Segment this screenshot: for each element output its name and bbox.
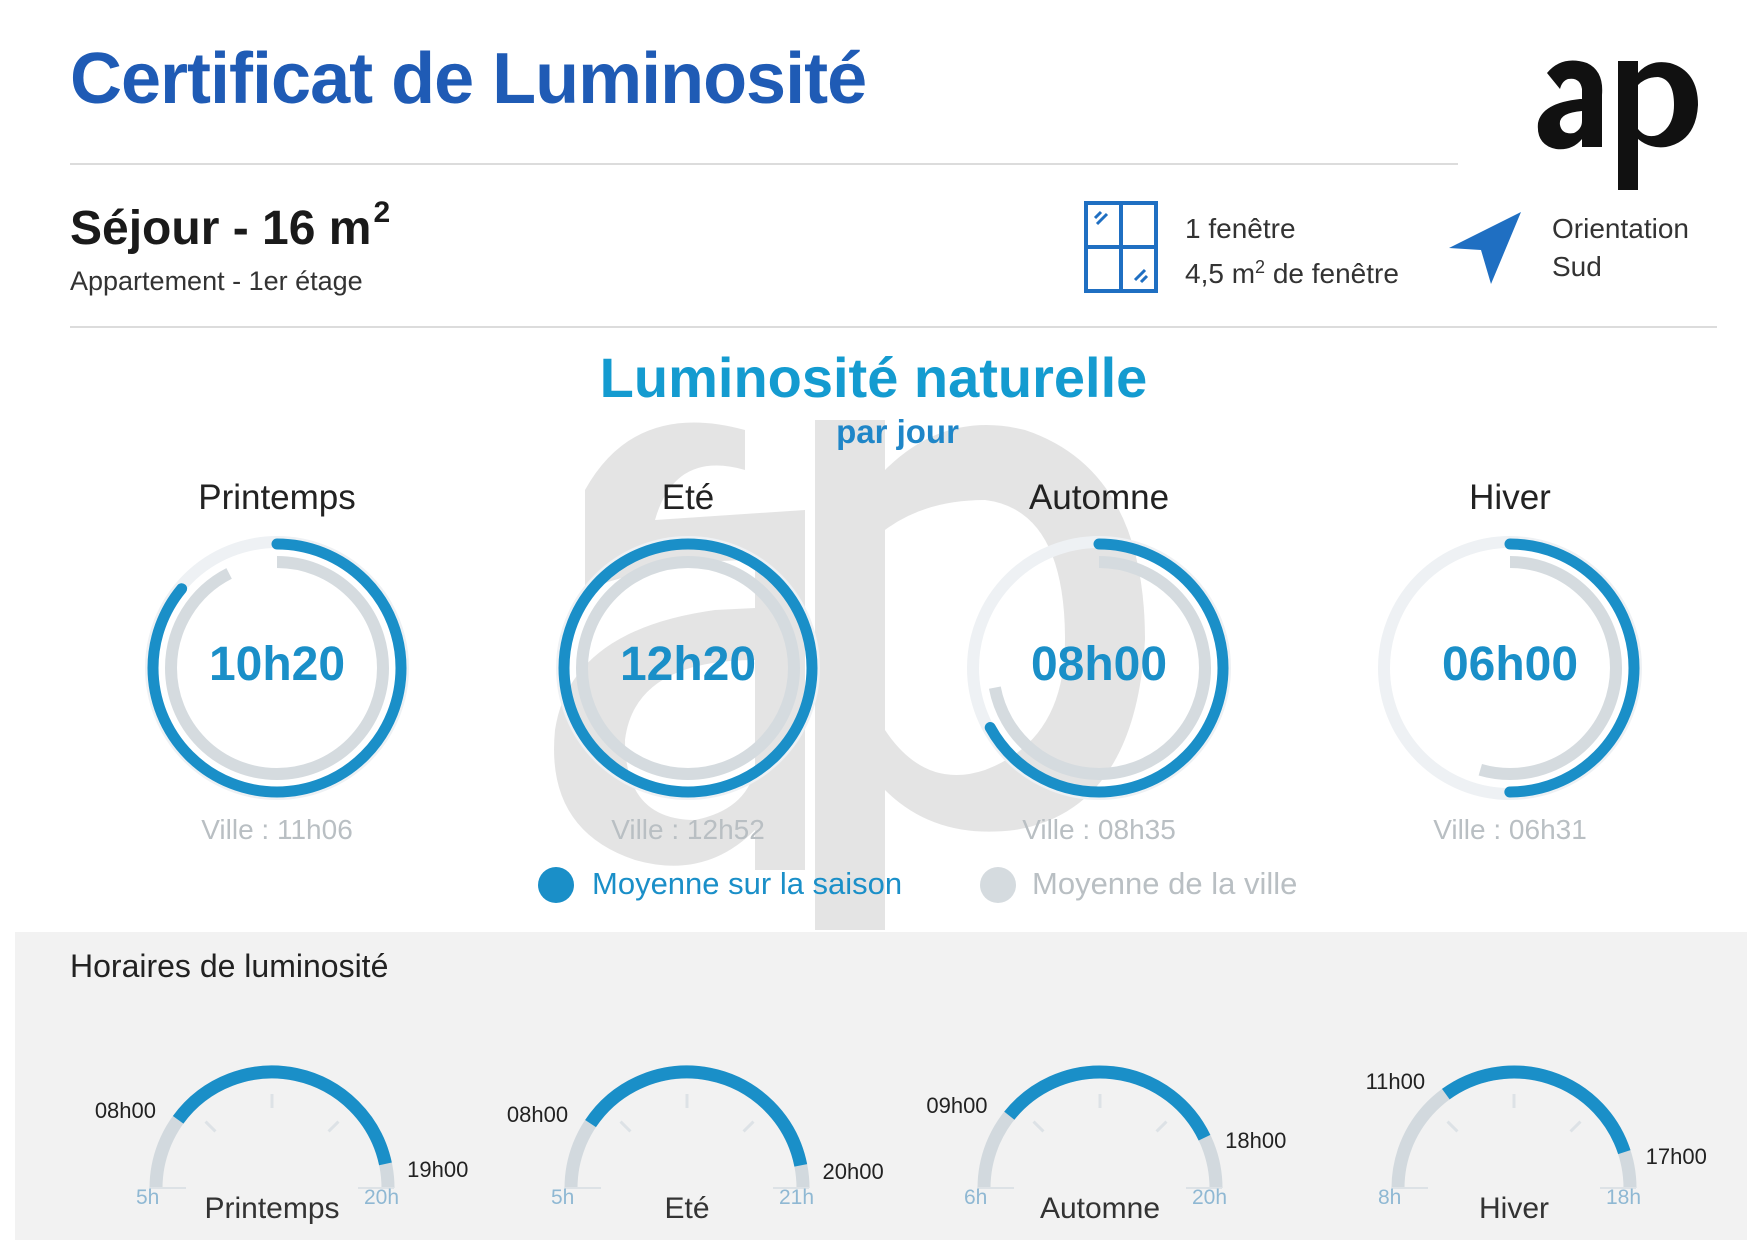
city-average-arc [1398, 556, 1622, 780]
gauge-min-label: 8h [1378, 1186, 1402, 1209]
gauge-max-label: 18h [1606, 1186, 1642, 1209]
window-count: 1 fenêtre [1185, 213, 1296, 244]
gauge-tick-mark [1446, 1120, 1459, 1133]
gauge-season-name: Hiver [1478, 1192, 1549, 1225]
season-ring [967, 536, 1231, 800]
gauge-tick-mark [1155, 1120, 1168, 1133]
season-average-arc [558, 538, 818, 798]
orientation-value: Sud [1552, 251, 1602, 282]
season-hours-value: 06h00 [1441, 638, 1579, 691]
gauge-start-time: 09h00 [926, 1092, 988, 1118]
horaires-title: Horaires de luminosité [70, 948, 389, 984]
gauge-start-time: 08h00 [94, 1097, 156, 1123]
legend-city-label: Moyenne de la ville [1032, 866, 1298, 901]
season-hours-value: 08h00 [1030, 638, 1168, 691]
city-average-arc [987, 556, 1211, 780]
legend-season-label: Moyenne sur la saison [592, 866, 903, 901]
header-divider [70, 163, 1458, 165]
gauge-tick-mark [204, 1120, 217, 1133]
season-ring [145, 536, 409, 800]
gauge-end-time: 18h00 [1225, 1127, 1287, 1153]
gauge-max-label: 20h [364, 1186, 400, 1209]
gauge-tick-mark [1032, 1120, 1045, 1133]
season-hours-value: 12h20 [619, 638, 757, 691]
gauge-daylight-arc [172, 1065, 392, 1166]
window-area: 4,5 m2 de fenêtre [1185, 257, 1399, 289]
luminosite-title: Luminosité naturelle [599, 346, 1148, 409]
city-hours-value: Ville : 08h35 [1022, 814, 1176, 845]
city-average-arc [576, 556, 800, 780]
daylight-gauge [977, 1065, 1223, 1189]
navigation-arrow-icon [1447, 210, 1523, 291]
season-hours-value: 10h20 [208, 638, 346, 691]
gauge-start-time: 08h00 [506, 1101, 569, 1127]
gauge-start-time: 11h00 [1365, 1068, 1426, 1094]
gauge-max-label: 20h [1192, 1186, 1228, 1209]
gauge-end-time: 17h00 [1645, 1143, 1707, 1169]
legend-season-dot [538, 867, 574, 903]
gauge-season-name: Printemps [204, 1192, 340, 1225]
gauge-daylight-arc [1004, 1065, 1211, 1141]
gauge-track [564, 1065, 810, 1189]
gauge-end-time: 20h00 [822, 1158, 884, 1184]
season-ring [1378, 536, 1642, 800]
luminosite-subtitle: par jour [836, 413, 959, 450]
gauge-max-label: 21h [779, 1186, 815, 1209]
season-label: Printemps [198, 478, 356, 517]
season-label: Automne [1028, 478, 1170, 517]
city-hours-value: Ville : 06h31 [1433, 814, 1587, 845]
gauge-track [977, 1065, 1223, 1189]
season-ring [556, 536, 820, 800]
city-hours-value: Ville : 12h52 [611, 814, 765, 845]
gauge-end-time: 19h00 [407, 1156, 469, 1182]
gauge-tick-mark [1569, 1120, 1582, 1133]
season-average-arc [969, 538, 1229, 798]
gauge-season-name: Eté [664, 1192, 710, 1225]
gauge-min-label: 5h [136, 1186, 160, 1209]
gauge-min-label: 6h [964, 1186, 988, 1209]
gauge-tick-mark [327, 1120, 340, 1133]
season-label: Eté [661, 478, 715, 517]
legend-city-dot [980, 867, 1016, 903]
gauge-track [1391, 1065, 1637, 1189]
city-average-arc [165, 556, 389, 780]
daylight-gauge [149, 1065, 395, 1189]
page-title: Certificat de Luminosité [70, 39, 867, 119]
window-info: 1 fenêtre 4,5 m2 de fenêtre [1185, 210, 1399, 293]
orientation-label: Orientation [1552, 213, 1689, 244]
season-average-arc [1380, 538, 1640, 798]
orientation-info: Orientation Sud [1552, 210, 1689, 286]
daylight-gauge [564, 1065, 810, 1189]
window-icon [1083, 200, 1159, 299]
brand-logo [1532, 55, 1702, 195]
gauge-daylight-arc [585, 1065, 808, 1167]
gauge-season-name: Automne [1039, 1192, 1161, 1225]
gauge-daylight-arc [1442, 1065, 1631, 1155]
season-average-arc [147, 538, 407, 798]
gauge-tick-mark [742, 1120, 755, 1133]
daylight-gauge [1391, 1065, 1637, 1189]
room-title: Séjour - 16 m2 [70, 196, 391, 255]
gauge-track [149, 1065, 395, 1189]
gauge-min-label: 5h [551, 1186, 575, 1209]
season-label: Hiver [1469, 478, 1551, 517]
city-hours-value: Ville : 11h06 [201, 814, 353, 845]
room-divider [70, 326, 1717, 328]
room-subtitle: Appartement - 1er étage [70, 266, 363, 296]
gauge-tick-mark [619, 1120, 632, 1133]
